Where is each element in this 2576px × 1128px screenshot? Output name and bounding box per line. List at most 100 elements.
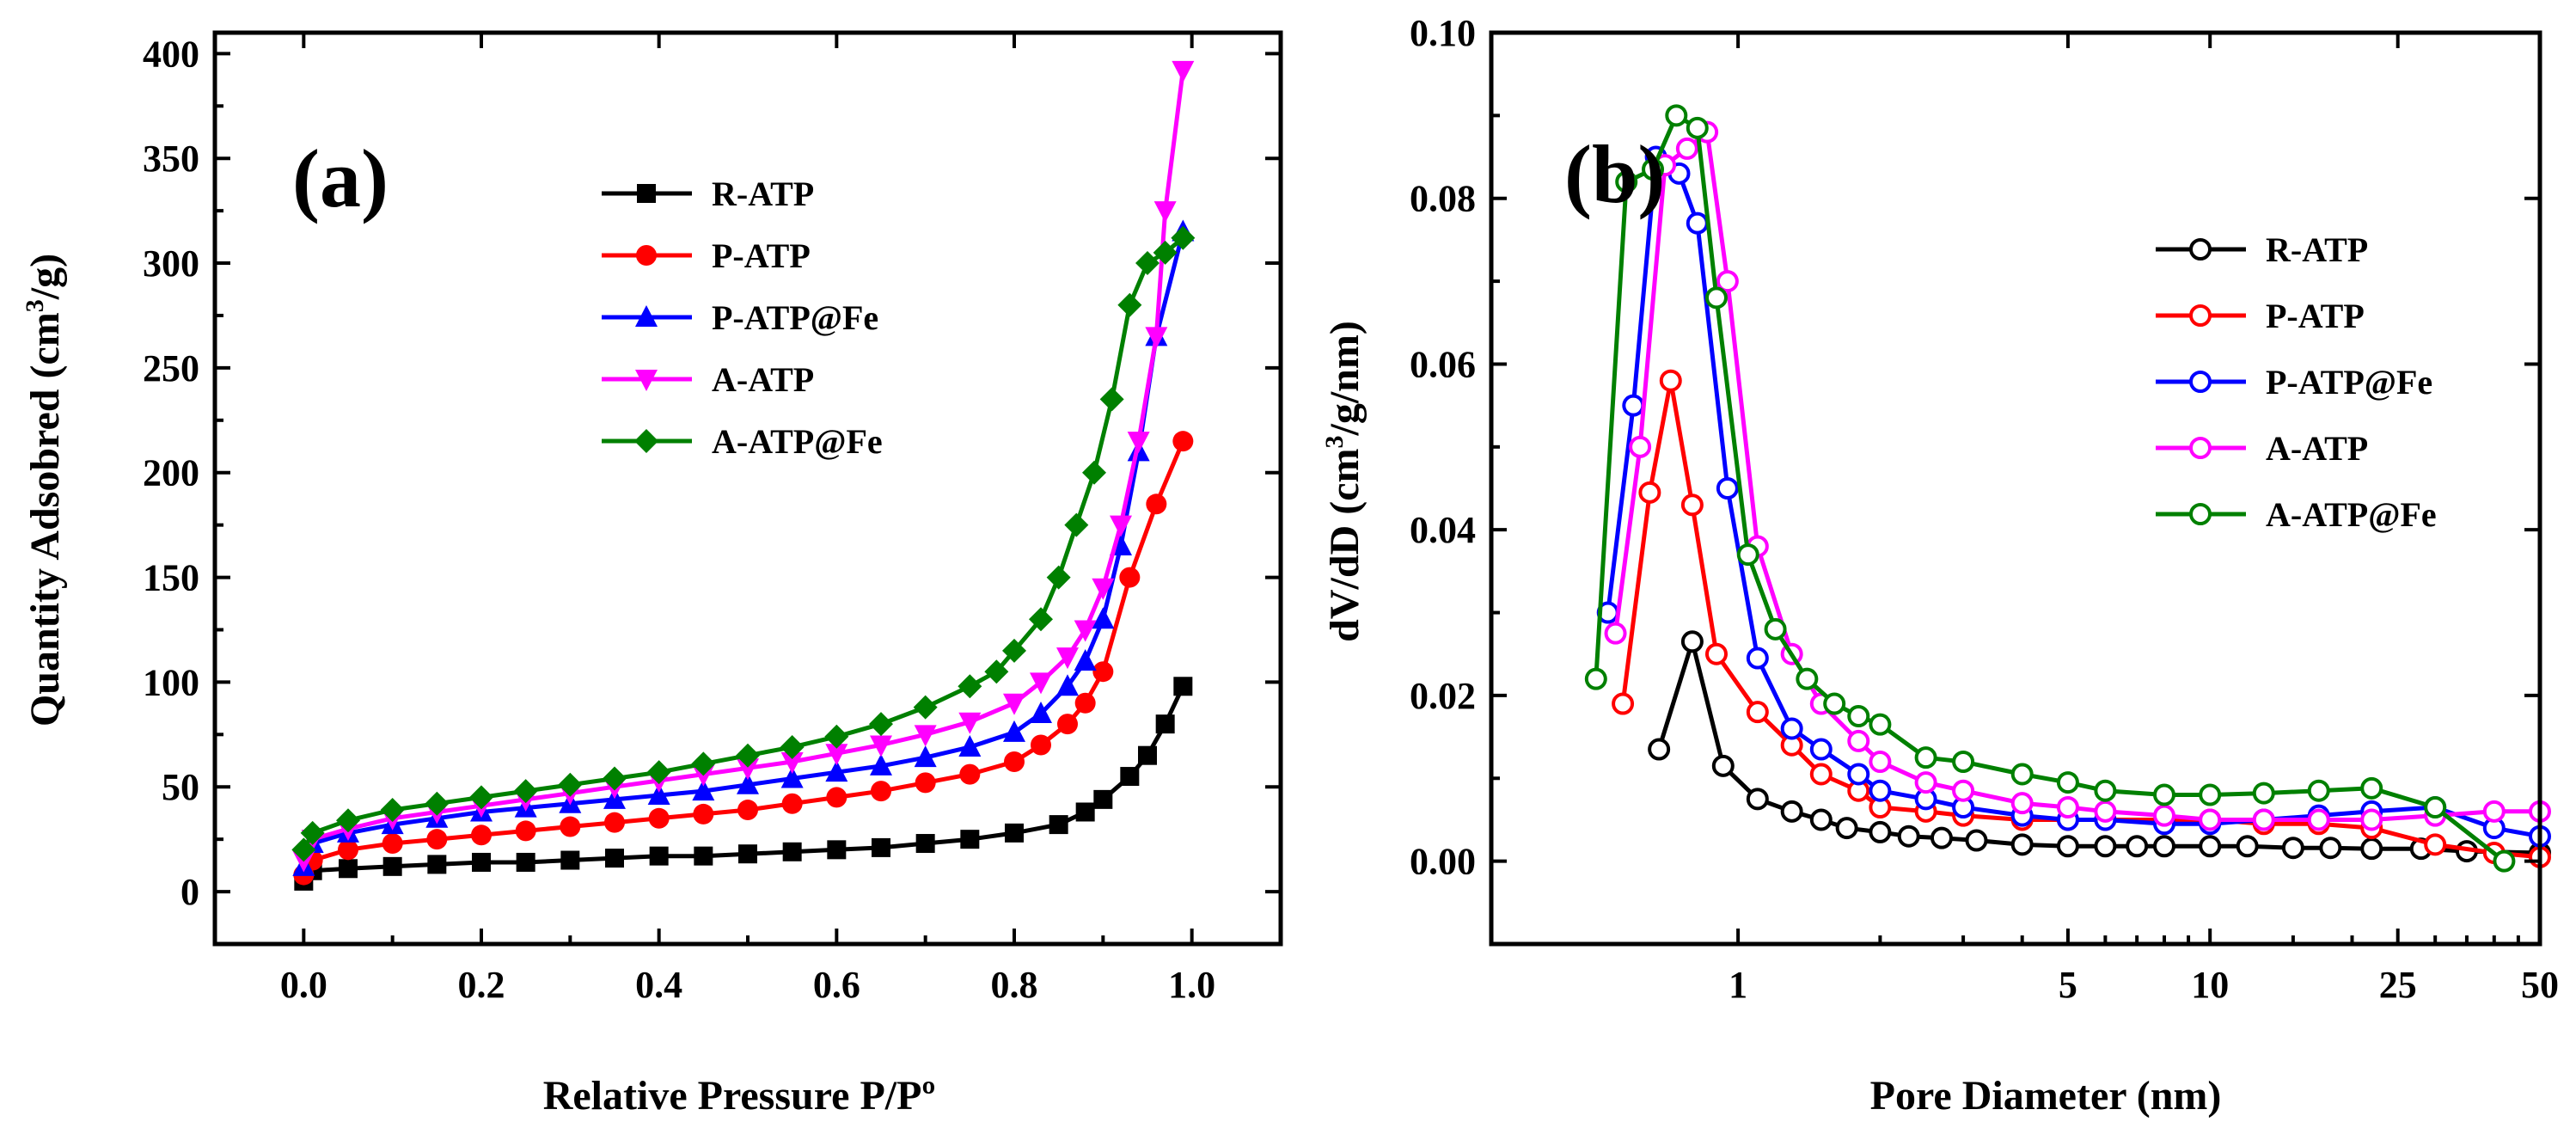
- data-point-A-ATP@Fe: [869, 712, 893, 737]
- data-point-R-ATP: [1835, 817, 1858, 840]
- data-point-A-ATP: [1056, 647, 1079, 670]
- data-point-A-ATP@Fe: [1796, 667, 1819, 690]
- data-point-A-ATP: [1003, 693, 1025, 715]
- panel-b-ylabel-sup: 3: [1320, 436, 1349, 449]
- data-point-R-ATP: [2094, 835, 2117, 858]
- data-point-P-ATP@Fe: [1780, 717, 1803, 740]
- legend-marker: [635, 370, 658, 391]
- data-point-P-ATP: [693, 803, 714, 825]
- series-A-ATP: [1604, 120, 2551, 831]
- data-point-A-ATP: [2360, 808, 2383, 831]
- legend-label: R-ATP: [2266, 230, 2368, 269]
- data-point-A-ATP: [2252, 808, 2275, 831]
- data-point-P-ATP@Fe: [870, 753, 892, 776]
- data-point-R-ATP: [1120, 767, 1140, 787]
- data-point-A-ATP@Fe: [2056, 771, 2079, 794]
- data-point-A-ATP@Fe: [2094, 779, 2117, 802]
- panel-a-axes: 0 50 100 150 200 250 300 350 400 0.0 0.2 0.4 0.6 0.8 1…: [143, 30, 1283, 1006]
- y-tick-label: 400: [143, 33, 199, 75]
- x-tick-label: 0.2: [458, 964, 505, 1006]
- data-point-R-ATP: [1746, 788, 1769, 811]
- data-point-P-ATP: [1172, 431, 1194, 452]
- data-point-A-ATP@Fe: [824, 724, 849, 749]
- data-point-R-ATP: [472, 852, 491, 872]
- data-point-A-ATP@Fe: [1029, 607, 1053, 632]
- data-point-A-ATP@Fe: [1584, 667, 1607, 690]
- data-point-R-ATP: [827, 840, 847, 860]
- data-point-A-ATP: [2307, 808, 2330, 831]
- data-point-A-ATP: [1675, 137, 1698, 160]
- x-tick-label: 10: [2191, 964, 2229, 1006]
- x-tick-label: 0.0: [280, 964, 327, 1006]
- data-point-P-ATP: [781, 793, 803, 814]
- data-point-A-ATP@Fe: [2424, 796, 2447, 818]
- data-point-R-ATP: [1138, 745, 1157, 765]
- data-point-A-ATP: [1847, 729, 1870, 752]
- data-point-P-ATP@Fe: [1869, 779, 1892, 802]
- data-point-A-ATP@Fe: [1764, 617, 1787, 641]
- data-point-P-ATP@Fe: [647, 782, 670, 805]
- data-point-P-ATP: [915, 772, 936, 794]
- data-point-P-ATP: [1119, 567, 1141, 588]
- data-point-A-ATP@Fe: [1736, 543, 1759, 567]
- legend-marker: [2189, 238, 2212, 261]
- data-point-P-ATP@Fe: [1622, 394, 1645, 417]
- data-point-A-ATP@Fe: [1642, 158, 1665, 181]
- data-point-R-ATP: [339, 859, 358, 879]
- legend-marker: [2189, 503, 2212, 525]
- data-point-R-ATP: [1809, 808, 1833, 831]
- data-point-A-ATP@Fe: [958, 674, 982, 699]
- data-point-R-ATP: [1075, 802, 1095, 822]
- panel-a-ylabel-main: Quantity Adsobred (cm: [22, 312, 68, 726]
- data-point-R-ATP: [1780, 800, 1803, 823]
- data-point-A-ATP: [1869, 751, 1892, 773]
- data-point-P-ATP@Fe: [1030, 701, 1052, 723]
- data-point-A-ATP@Fe: [425, 791, 450, 816]
- series-A-ATP@Fe: [1584, 104, 2516, 873]
- data-point-R-ATP: [2236, 835, 2259, 858]
- data-point-R-ATP: [2056, 835, 2079, 858]
- data-point-A-ATP@Fe: [291, 837, 316, 862]
- series-A-ATP@Fe: [291, 225, 1196, 862]
- data-point-A-ATP: [1074, 620, 1097, 642]
- data-point-R-ATP: [2152, 835, 2175, 858]
- data-point-R-ATP: [1897, 825, 1920, 848]
- data-point-P-ATP@Fe: [825, 760, 848, 782]
- legend-label: A-ATP: [2266, 429, 2368, 468]
- legend-marker: [637, 184, 656, 203]
- data-point-P-ATP@Fe: [1746, 647, 1769, 670]
- data-point-P-ATP@Fe: [1003, 720, 1025, 742]
- data-point-P-ATP@Fe: [737, 772, 759, 794]
- data-point-R-ATP: [1869, 820, 1892, 843]
- panel-b-legend: R-ATP P-ATP P-ATP@Fe A-ATP A-ATP@Fe: [2156, 230, 2437, 534]
- data-point-A-ATP: [737, 758, 759, 781]
- data-point-P-ATP: [560, 816, 581, 837]
- panel-b-label: (b): [1564, 128, 1665, 220]
- data-point-A-ATP@Fe: [1952, 751, 1975, 773]
- data-point-A-ATP@Fe: [2493, 849, 2516, 873]
- data-point-R-ATP: [1711, 754, 1735, 777]
- legend-marker: [636, 245, 657, 266]
- y-tick-label: 200: [143, 452, 199, 494]
- data-point-P-ATP@Fe: [1092, 607, 1115, 629]
- series-R-ATP: [1648, 630, 2551, 864]
- data-point-A-ATP@Fe: [1869, 713, 1892, 736]
- data-point-A-ATP@Fe: [780, 734, 805, 759]
- data-point-R-ATP: [694, 846, 713, 866]
- data-point-A-ATP@Fe: [1615, 170, 1638, 193]
- data-point-P-ATP: [338, 839, 358, 861]
- data-point-A-ATP: [825, 744, 848, 766]
- data-point-P-ATP: [2424, 833, 2447, 856]
- data-point-P-ATP@Fe: [1056, 674, 1079, 696]
- panel-b-frame: [1489, 30, 2542, 947]
- data-point-A-ATP: [2056, 796, 2079, 818]
- data-point-A-ATP@Fe: [646, 760, 671, 785]
- data-point-A-ATP@Fe: [2360, 776, 2383, 800]
- data-point-A-ATP@Fe: [1686, 116, 1709, 139]
- data-point-P-ATP@Fe: [1716, 477, 1739, 500]
- data-point-A-ATP@Fe: [336, 808, 360, 833]
- data-point-A-ATP@Fe: [1171, 225, 1196, 250]
- data-point-R-ATP: [1965, 829, 1988, 852]
- data-point-P-ATP: [737, 800, 758, 821]
